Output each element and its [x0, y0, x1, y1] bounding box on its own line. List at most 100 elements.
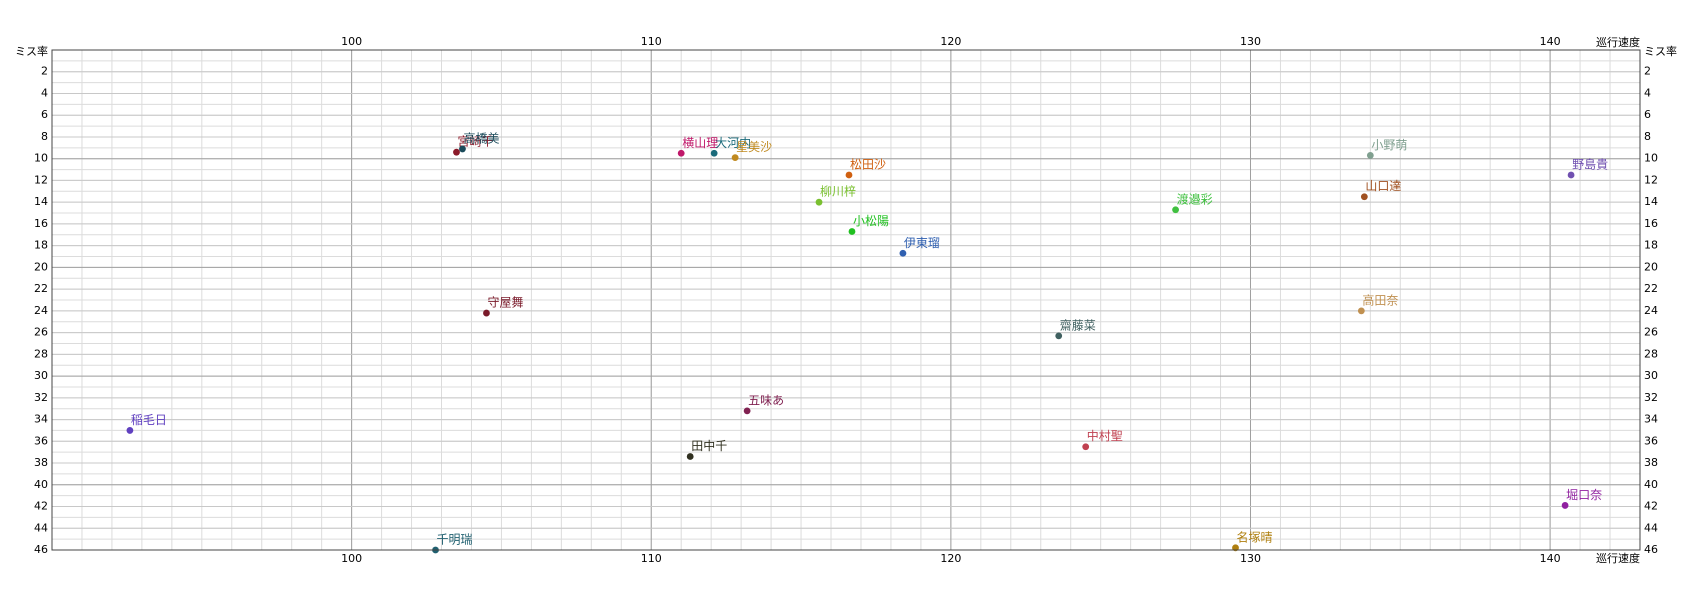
- point-label: 千明瑞: [437, 533, 473, 547]
- y-tick-label-left: 2: [41, 65, 48, 78]
- y-tick-label-left: 6: [41, 108, 48, 121]
- point: [1567, 171, 1575, 179]
- point-label: 大河内: [715, 136, 751, 150]
- x-axis-label-top: 巡行速度: [1596, 35, 1640, 49]
- point: [731, 154, 739, 162]
- y-tick-label-right: 14: [1644, 195, 1658, 208]
- y-tick-label-right: 20: [1644, 260, 1658, 273]
- y-tick-label-left: 30: [34, 369, 48, 382]
- y-tick-label-left: 4: [41, 86, 48, 99]
- point-label: 柳川梓: [820, 184, 856, 199]
- plot-border: [51, 49, 1641, 551]
- y-tick-label-left: 24: [34, 304, 48, 317]
- point-label: 星美沙: [736, 140, 772, 154]
- point: [845, 171, 853, 179]
- x-tick-label-bottom: 140: [1540, 552, 1561, 565]
- y-tick-label-right: 30: [1644, 369, 1658, 382]
- point-label: 中村聖: [1087, 428, 1123, 443]
- y-tick-label-right: 22: [1644, 282, 1658, 295]
- x-tick-label-top: 100: [341, 35, 362, 48]
- y-tick-label-right: 6: [1644, 108, 1651, 121]
- point-label: 高橋美: [463, 130, 499, 145]
- point-label: 小松陽: [853, 214, 889, 228]
- y-tick-label-left: 44: [34, 521, 48, 534]
- y-tick-label-right: 32: [1644, 391, 1658, 404]
- point-label: 横山理: [682, 136, 718, 150]
- point-label: 伊東瑠: [904, 236, 940, 250]
- y-tick-label-right: 24: [1644, 304, 1658, 317]
- y-tick-label-right: 18: [1644, 239, 1658, 252]
- y-tick-label-left: 28: [34, 347, 48, 360]
- x-tick-label-top: 110: [641, 35, 662, 48]
- y-tick-label-right: 8: [1644, 130, 1651, 143]
- x-tick-label-top: 130: [1240, 35, 1261, 48]
- y-tick-label-right: 26: [1644, 326, 1658, 339]
- y-tick-label-right: 38: [1644, 456, 1658, 469]
- point-label: 名塚晴: [1237, 529, 1273, 544]
- y-tick-label-left: 10: [34, 152, 48, 165]
- y-tick-label-right: 4: [1644, 86, 1651, 99]
- point: [686, 453, 694, 460]
- y-axis-label-left: ミス率: [15, 44, 48, 58]
- point: [459, 145, 466, 153]
- point: [453, 148, 460, 156]
- y-tick-label-right: 36: [1644, 434, 1658, 447]
- y-tick-label-left: 16: [34, 217, 48, 230]
- y-tick-label-left: 46: [34, 543, 48, 556]
- point-label: 野島貴: [1572, 157, 1608, 172]
- point: [1055, 332, 1063, 340]
- y-tick-label-right: 42: [1644, 500, 1658, 513]
- y-tick-label-right: 46: [1644, 543, 1658, 556]
- x-tick-label-bottom: 110: [641, 552, 662, 565]
- y-tick-label-right: 2: [1644, 65, 1651, 78]
- point: [899, 249, 907, 257]
- y-tick-label-left: 32: [34, 391, 48, 404]
- x-tick-label-bottom: 100: [341, 552, 362, 565]
- point-label: 堀口奈: [1566, 487, 1602, 502]
- y-tick-label-left: 40: [34, 478, 48, 491]
- y-tick-label-left: 8: [41, 130, 48, 143]
- y-tick-label-right: 34: [1644, 413, 1658, 426]
- y-tick-label-left: 14: [34, 195, 48, 208]
- point: [1561, 502, 1569, 509]
- point-label: 田中千: [691, 438, 727, 453]
- y-tick-label-left: 12: [34, 173, 48, 186]
- point: [743, 407, 751, 415]
- y-tick-label-right: 16: [1644, 217, 1658, 230]
- point: [1082, 443, 1090, 451]
- x-tick-label-bottom: 120: [940, 552, 961, 565]
- point-label: 山口達: [1365, 179, 1401, 193]
- point-label: 渡邉彩: [1177, 191, 1213, 206]
- point: [483, 309, 490, 317]
- point: [1360, 193, 1368, 201]
- y-tick-label-left: 26: [34, 326, 48, 339]
- y-tick-label-left: 22: [34, 282, 48, 295]
- x-tick-label-bottom: 130: [1240, 552, 1261, 565]
- x-tick-label-top: 120: [940, 35, 961, 48]
- x-tick-label-top: 140: [1540, 35, 1561, 48]
- y-tick-label-right: 40: [1644, 478, 1658, 491]
- point-label: 守屋舞: [487, 296, 523, 310]
- point-label: 小野萌: [1371, 138, 1407, 152]
- y-tick-label-right: 10: [1644, 152, 1658, 165]
- x-axis-label-bottom: 巡行速度: [1596, 551, 1640, 565]
- point: [848, 228, 856, 235]
- y-tick-label-left: 18: [34, 239, 48, 252]
- y-axis-label-right: ミス率: [1644, 44, 1677, 58]
- point: [126, 427, 134, 434]
- point: [1357, 307, 1365, 315]
- y-tick-label-right: 12: [1644, 173, 1658, 186]
- point: [815, 198, 823, 206]
- y-tick-label-left: 34: [34, 413, 48, 426]
- y-tick-label-right: 44: [1644, 521, 1658, 534]
- y-tick-label-left: 38: [34, 456, 48, 469]
- y-tick-label-left: 20: [34, 260, 48, 273]
- point: [1172, 206, 1179, 214]
- point-label: 松田沙: [850, 158, 886, 172]
- y-tick-label-left: 42: [34, 500, 48, 513]
- point-label: 宮崎千: [457, 134, 493, 149]
- y-tick-label-right: 28: [1644, 347, 1658, 360]
- point: [1366, 152, 1374, 159]
